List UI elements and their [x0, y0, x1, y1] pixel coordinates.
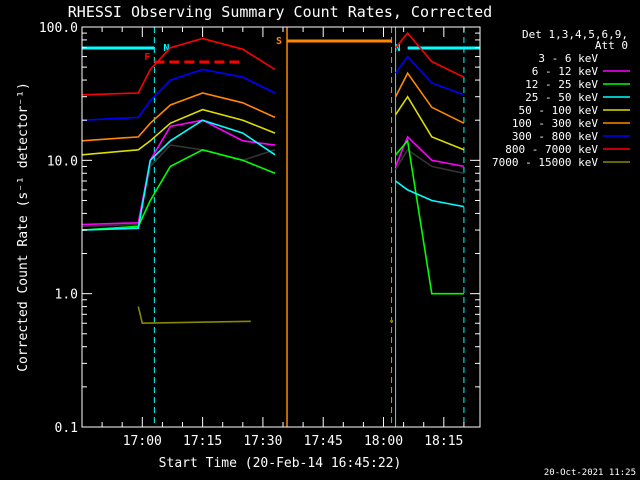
chart-title: RHESSI Observing Summary Count Rates, Co… [68, 3, 492, 21]
flare-label: F [144, 52, 150, 63]
night-label: N [163, 43, 169, 54]
series-line [394, 148, 465, 175]
series-line [81, 119, 276, 226]
series-line [81, 37, 276, 96]
saa-label: S [276, 36, 282, 47]
series-line [81, 148, 276, 231]
y-tick-label: 100.0 [39, 21, 78, 36]
y-tick-label: 0.1 [55, 421, 78, 436]
y-axis-label: Corrected Count Rate (s⁻¹ detector⁻¹) [16, 82, 31, 372]
x-axis: 17:00 17:15 17:30 17:45 18:00 18:15 [81, 27, 465, 449]
x-tick-label: 18:15 [424, 434, 463, 449]
series-line [394, 95, 465, 151]
plot-frame [81, 26, 481, 428]
legend-entry: 300 - 800 keV [512, 130, 598, 143]
x-tick-label: 17:15 [183, 434, 222, 449]
legend-entry: 800 - 7000 keV [505, 143, 598, 156]
series-line [394, 31, 465, 78]
series-line [81, 108, 276, 156]
series-line [394, 135, 465, 168]
legend-entry: 12 - 25 keV [525, 78, 598, 91]
y-tick-label: 1.0 [55, 288, 78, 303]
legend-entry: 50 - 100 keV [519, 104, 599, 117]
x-tick-label: 18:00 [364, 434, 403, 449]
series-line [395, 180, 465, 208]
series-point [390, 319, 394, 323]
legend-entry: 6 - 12 keV [532, 65, 599, 78]
footer-date: 20-Oct-2021 11:25 [544, 468, 636, 478]
legend-header: Det 1,3,4,5,6,9, [522, 28, 628, 41]
series-line [394, 71, 465, 124]
legend-entry: 25 - 50 keV [525, 91, 598, 104]
plot-area: F S N N [81, 27, 480, 427]
series-line [394, 55, 465, 96]
series-line [394, 138, 464, 295]
legend-header: Att 0 [595, 39, 628, 52]
legend-entry: 7000 - 15000 keV [492, 156, 598, 169]
x-axis-label: Start Time (20-Feb-14 16:45:22) [159, 456, 402, 471]
y-tick-label: 10.0 [47, 154, 78, 169]
series-line [81, 144, 276, 228]
legend-entry: 100 - 300 keV [512, 117, 598, 130]
x-tick-label: 17:00 [123, 434, 162, 449]
x-tick-label: 17:30 [243, 434, 282, 449]
legend-entry: 3 - 6 keV [538, 52, 598, 65]
night-label: N [395, 43, 401, 54]
y-axis: 0.1 1.0 10.0 100.0 [39, 21, 480, 436]
series-line [81, 119, 276, 231]
x-tick-label: 17:45 [304, 434, 343, 449]
series-line [81, 68, 276, 121]
series-line [137, 306, 251, 325]
series-line [81, 92, 276, 142]
